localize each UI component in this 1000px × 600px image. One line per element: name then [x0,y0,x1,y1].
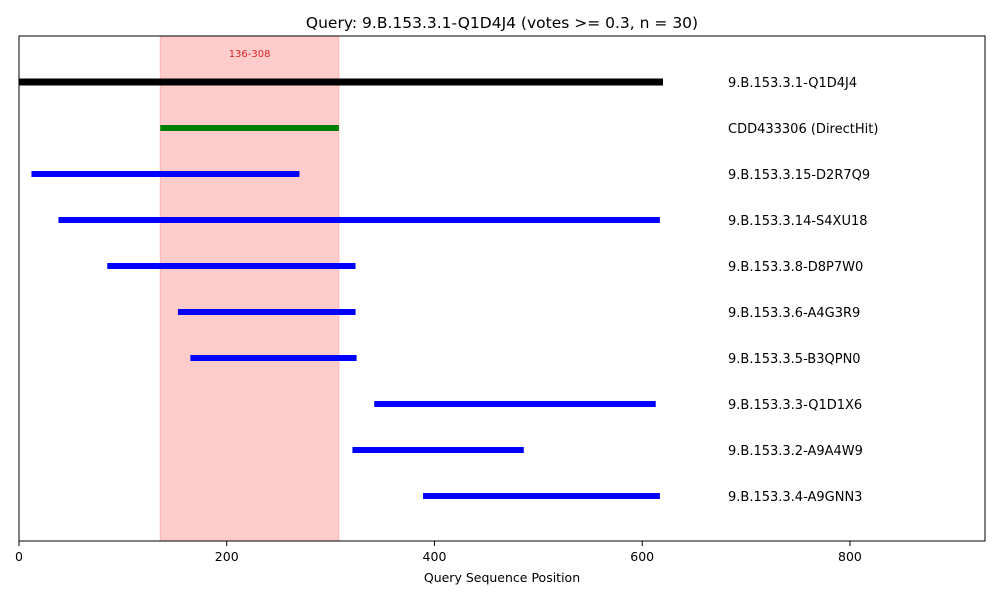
track-label: 9.B.153.3.2-A9A4W9 [728,444,863,459]
track-label: 9.B.153.3.4-A9GNN3 [728,490,862,505]
track-label: 9.B.153.3.5-B3QPN0 [728,352,861,367]
x-tick-label: 400 [423,549,447,564]
x-tick-label: 800 [838,549,862,564]
plot-area: 136-308 9.B.153.3.1-Q1D4J4 CDD433306 (Dire… [15,35,986,564]
x-tick-label: 0 [15,549,23,564]
x-axis-label: Query Sequence Position [424,570,580,585]
x-tick-label: 200 [215,549,239,564]
highlight-region-label: 136-308 [229,49,271,60]
track-label: CDD433306 (DirectHit) [728,122,878,137]
highlight-region [159,35,340,542]
track-label: 9.B.153.3.1-Q1D4J4 [728,76,857,91]
chart-title: Query: 9.B.153.3.1-Q1D4J4 (votes >= 0.3,… [306,14,698,32]
track-label: 9.B.153.3.3-Q1D1X6 [728,398,862,413]
track-label: 9.B.153.3.14-S4XU18 [728,214,868,229]
plot-frame [18,35,986,542]
track-label: 9.B.153.3.6-A4G3R9 [728,306,860,321]
track-label: 9.B.153.3.15-D2R7Q9 [728,168,870,183]
track-label: 9.B.153.3.8-D8P7W0 [728,260,863,275]
x-tick-label: 600 [630,549,654,564]
